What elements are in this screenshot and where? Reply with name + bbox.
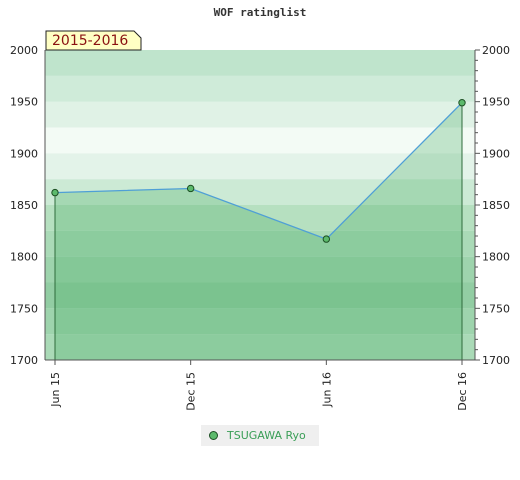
data-point <box>458 99 466 107</box>
chart-title: WOF ratinglist <box>213 6 307 19</box>
y-tick-label-right: 2000 <box>482 44 510 57</box>
y-tick-label-left: 1700 <box>10 354 38 367</box>
x-tick-label: Jun 15 <box>49 372 62 408</box>
y-tick-label-left: 1850 <box>10 199 38 212</box>
season-badge-label: 2015-2016 <box>52 33 128 49</box>
background-band <box>45 101 475 128</box>
background-band <box>45 179 475 205</box>
legend-series-label: TSUGAWA Ryo <box>227 429 306 442</box>
background-band <box>45 75 475 102</box>
background-bands <box>45 50 475 360</box>
y-tick-label-left: 1950 <box>10 96 38 109</box>
data-point <box>186 184 195 193</box>
background-band <box>45 205 475 231</box>
legend[interactable]: TSUGAWA Ryo <box>201 425 319 446</box>
y-tick-label-right: 1750 <box>482 302 510 315</box>
x-axis: Jun 15 Dec 15 Jun 16 Dec 16 <box>45 359 475 411</box>
series-markers <box>51 99 466 243</box>
series-drop-lines <box>54 102 463 360</box>
series-area-fill <box>55 102 462 360</box>
y-tick-label-left: 1750 <box>10 302 38 315</box>
y-tick-label-left: 1900 <box>10 147 38 160</box>
x-tick-label: Jun 16 <box>320 372 333 408</box>
y-axis-right: 1700 1750 1800 1850 1900 1950 2000 <box>474 44 510 367</box>
y-tick-label-right: 1800 <box>482 251 510 264</box>
x-tick-label: Dec 16 <box>456 372 469 411</box>
season-badge: 2015-2016 <box>45 30 142 51</box>
y-tick-label-right: 1900 <box>482 147 510 160</box>
series-area <box>55 102 462 360</box>
series-line <box>54 102 463 240</box>
x-tick-label: Dec 15 <box>185 372 198 411</box>
background-band <box>45 256 475 283</box>
background-band <box>45 230 475 257</box>
background-band <box>45 50 475 76</box>
background-band <box>45 153 475 180</box>
background-band <box>45 308 475 335</box>
y-tick-label-right: 1850 <box>482 199 510 212</box>
background-band <box>45 334 475 360</box>
background-band <box>45 282 475 309</box>
y-tick-label-left: 1800 <box>10 251 38 264</box>
legend-marker <box>209 431 218 440</box>
series-line-path <box>54 102 463 240</box>
y-tick-label-right: 1700 <box>482 354 510 367</box>
background-band <box>45 127 475 154</box>
data-point <box>51 188 59 197</box>
y-axis-left: 1700 1750 1800 1850 1900 1950 2000 <box>10 44 46 367</box>
y-tick-label-right: 1950 <box>482 96 510 109</box>
data-point <box>322 235 331 243</box>
y-tick-label-left: 2000 <box>10 44 38 57</box>
